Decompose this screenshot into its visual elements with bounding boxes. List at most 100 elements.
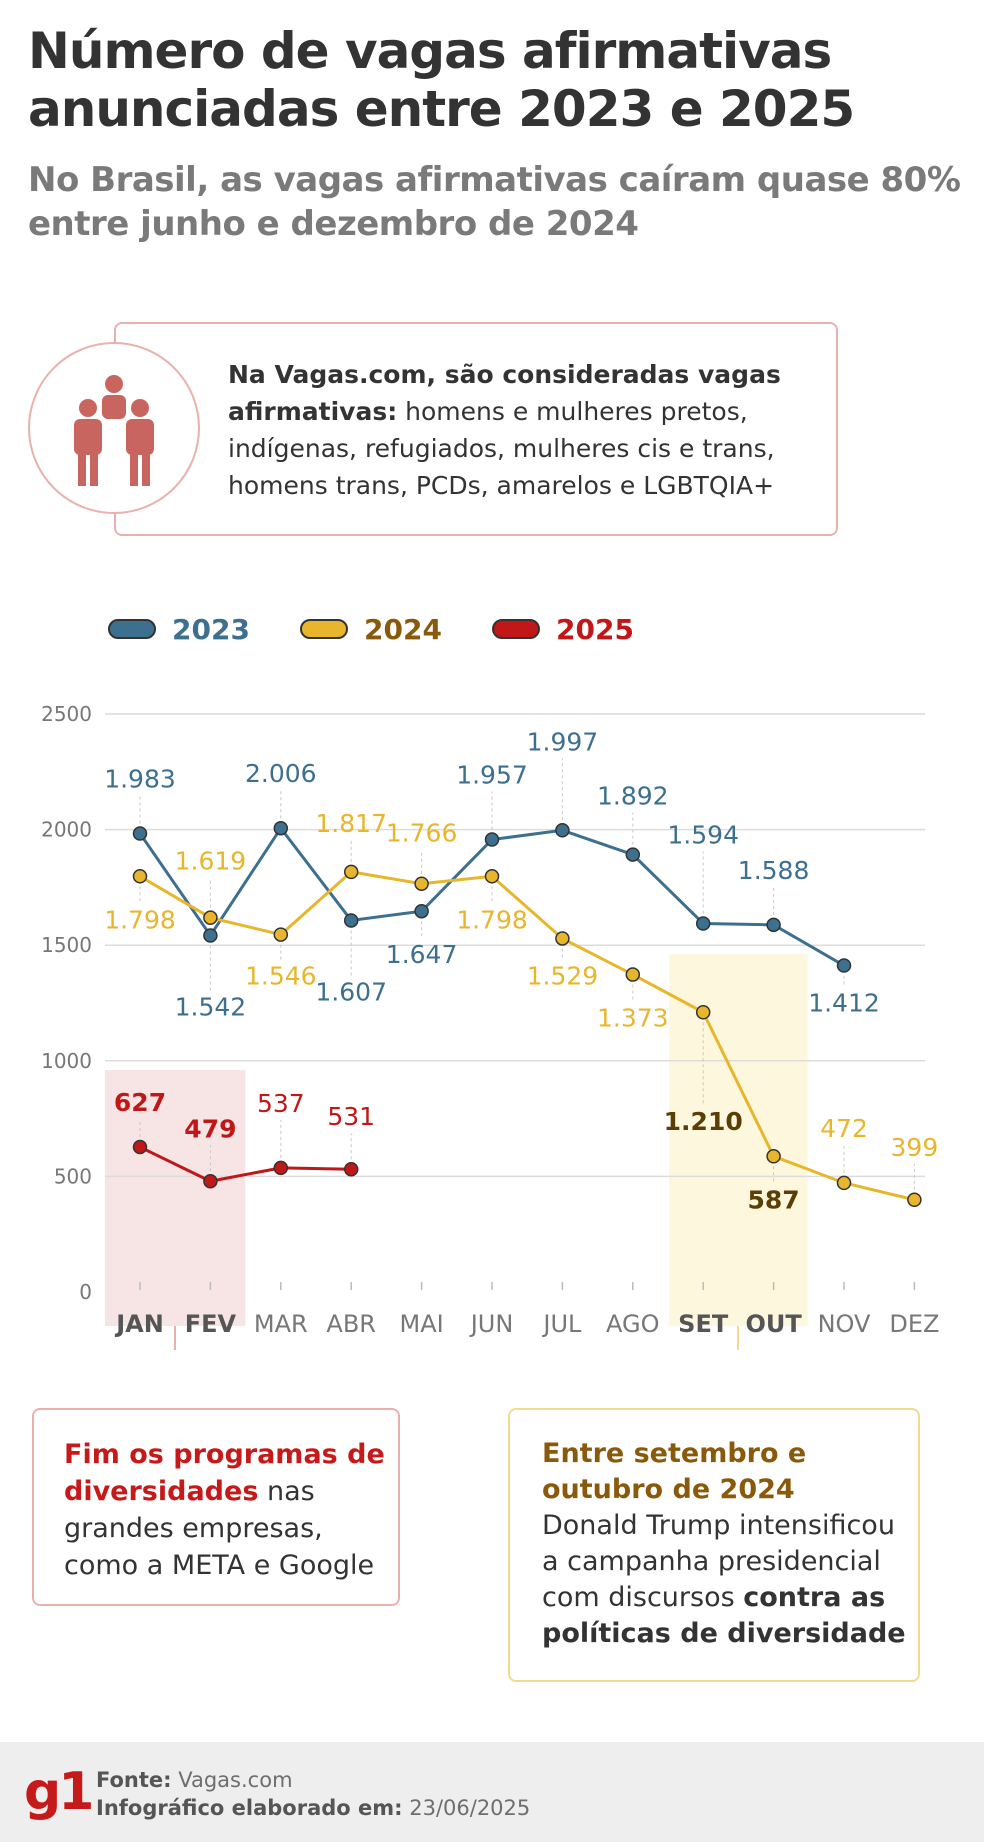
data-point-2024 bbox=[484, 869, 500, 884]
data-label-2024: 1.798 bbox=[104, 905, 176, 934]
info-box bbox=[114, 322, 838, 536]
data-label-2023: 1.892 bbox=[597, 782, 669, 811]
x-tick-label: JUL bbox=[541, 1310, 582, 1338]
g1-logo: g1 bbox=[24, 1762, 94, 1822]
data-label-2024: 1.529 bbox=[527, 961, 599, 990]
data-label-2024: 399 bbox=[891, 1133, 939, 1162]
page-title: Número de vagas afirmativas anunciadas e… bbox=[28, 22, 855, 138]
x-tick-label: FEV bbox=[185, 1310, 237, 1338]
note-right-body: Donald Trump intensificou a campanha pre… bbox=[542, 1510, 895, 1613]
data-label-2025: 479 bbox=[184, 1114, 236, 1143]
data-point-2023 bbox=[343, 913, 359, 928]
data-label-2024: 1.546 bbox=[245, 962, 317, 991]
data-point-2024 bbox=[555, 931, 570, 946]
legend-label-2023: 2023 bbox=[172, 612, 250, 646]
data-point-2024 bbox=[625, 967, 641, 982]
data-label-2023: 1.412 bbox=[808, 989, 880, 1018]
highlight-band-set-out bbox=[669, 954, 808, 1326]
data-label-2023: 1.588 bbox=[738, 856, 810, 885]
data-label-2025: 627 bbox=[114, 1088, 166, 1117]
data-label-2023: 1.647 bbox=[386, 940, 458, 969]
note-left-text: Fim os programas de diversidades nas gra… bbox=[64, 1436, 394, 1584]
data-point-2024 bbox=[907, 1192, 922, 1208]
y-tick-label: 500 bbox=[54, 1164, 92, 1188]
info-icon-circle bbox=[28, 342, 200, 514]
note-left-highlight: Fim os programas de diversidades bbox=[64, 1439, 385, 1507]
data-label-2023: 1.542 bbox=[175, 992, 247, 1021]
page-subtitle: No Brasil, as vagas afirmativas caíram q… bbox=[28, 160, 961, 244]
data-point-2023 bbox=[695, 916, 711, 931]
data-point-2024 bbox=[343, 864, 359, 880]
note-right-bold: contra as políticas de diversidade bbox=[542, 1582, 906, 1649]
x-tick-label: ABR bbox=[326, 1310, 376, 1338]
data-point-2024 bbox=[273, 927, 289, 942]
data-point-2025 bbox=[203, 1174, 218, 1189]
note-right-text: Entre setembro e outubro de 2024 Donald T… bbox=[542, 1436, 912, 1652]
legend-2024: 2024 bbox=[300, 612, 442, 646]
series-line-2024 bbox=[139, 870, 915, 1202]
data-label-2024: 1.619 bbox=[175, 847, 247, 876]
data-point-2024 bbox=[414, 876, 429, 891]
y-tick-label: 2000 bbox=[41, 818, 92, 842]
x-tick-label: AGO bbox=[606, 1310, 659, 1338]
x-tick-label: DEZ bbox=[889, 1310, 939, 1338]
data-label-2024: 472 bbox=[820, 1114, 868, 1143]
data-point-2024 bbox=[695, 1004, 711, 1020]
source-value: Vagas.com bbox=[178, 1768, 293, 1792]
data-point-2025 bbox=[132, 1139, 148, 1155]
x-tick-label: JUN bbox=[469, 1310, 514, 1338]
data-point-2023 bbox=[132, 826, 148, 841]
data-label-2025: 531 bbox=[327, 1102, 375, 1131]
legend-label-2024: 2024 bbox=[364, 612, 442, 646]
series-line-2025 bbox=[139, 1145, 352, 1183]
data-point-2023 bbox=[414, 903, 429, 919]
note-left-body: nas grandes empresas, como a META e Goog… bbox=[64, 1476, 375, 1581]
highlight-band-jan-fev bbox=[105, 1070, 246, 1326]
data-label-2024: 1.798 bbox=[456, 905, 528, 934]
date-label: Infográfico elaborado em: bbox=[96, 1796, 403, 1820]
x-tick-label: SET bbox=[678, 1310, 729, 1338]
y-tick-label: 1500 bbox=[41, 933, 92, 957]
data-point-2023 bbox=[555, 823, 570, 838]
data-point-2024 bbox=[766, 1149, 781, 1164]
info-body: homens e mulheres pretos, indígenas, ref… bbox=[228, 397, 775, 500]
note-left-box bbox=[32, 1408, 400, 1606]
legend-2025: 2025 bbox=[492, 612, 634, 646]
people-group-icon bbox=[74, 375, 154, 486]
data-point-2023 bbox=[203, 928, 218, 943]
data-label-2023: 1.594 bbox=[667, 820, 739, 849]
data-point-2025 bbox=[273, 1160, 289, 1176]
y-tick-label: 1000 bbox=[41, 1049, 92, 1073]
info-bold: Na Vagas.com, são consideradas vagas afi… bbox=[228, 360, 781, 426]
footer-text: Fonte: Vagas.com Infográfico elaborado e… bbox=[96, 1766, 530, 1822]
legend-label-2025: 2025 bbox=[556, 612, 634, 646]
data-label-2023: 2.006 bbox=[245, 759, 317, 788]
note-right-highlight: Entre setembro e outubro de 2024 bbox=[542, 1438, 807, 1505]
x-tick-label: NOV bbox=[818, 1310, 871, 1338]
footer bbox=[0, 1742, 984, 1842]
data-point-2023 bbox=[273, 820, 289, 836]
date-value: 23/06/2025 bbox=[409, 1796, 531, 1820]
data-label-2025: 537 bbox=[257, 1089, 305, 1118]
line-chart: 0 500 1000 1500 2000 2500 JAN FEV MAR ABR MAI JUN JU… bbox=[41, 702, 939, 1350]
data-label-2024: 1.210 bbox=[664, 1107, 743, 1136]
data-point-2024 bbox=[203, 910, 218, 925]
note-right-box bbox=[508, 1408, 920, 1682]
data-label-2024: 1.817 bbox=[315, 809, 387, 838]
x-tick-label: MAI bbox=[399, 1310, 443, 1338]
x-tick-label: MAR bbox=[254, 1310, 308, 1338]
data-label-2023: 1.997 bbox=[527, 727, 599, 756]
data-point-2024 bbox=[132, 869, 148, 884]
legend-2023: 2023 bbox=[108, 612, 250, 646]
x-tick-label: OUT bbox=[745, 1310, 802, 1338]
legend-swatch-2024 bbox=[300, 619, 348, 639]
data-label-2023: 1.983 bbox=[104, 765, 176, 794]
data-point-2023 bbox=[836, 958, 852, 973]
data-label-2024: 587 bbox=[748, 1185, 800, 1214]
data-point-2023 bbox=[766, 917, 781, 933]
x-tick-label: JAN bbox=[114, 1310, 164, 1338]
data-point-2025 bbox=[343, 1161, 359, 1177]
data-label-2024: 1.373 bbox=[597, 1004, 669, 1033]
legend-swatch-2025 bbox=[492, 619, 540, 639]
data-label-2023: 1.607 bbox=[315, 977, 387, 1006]
